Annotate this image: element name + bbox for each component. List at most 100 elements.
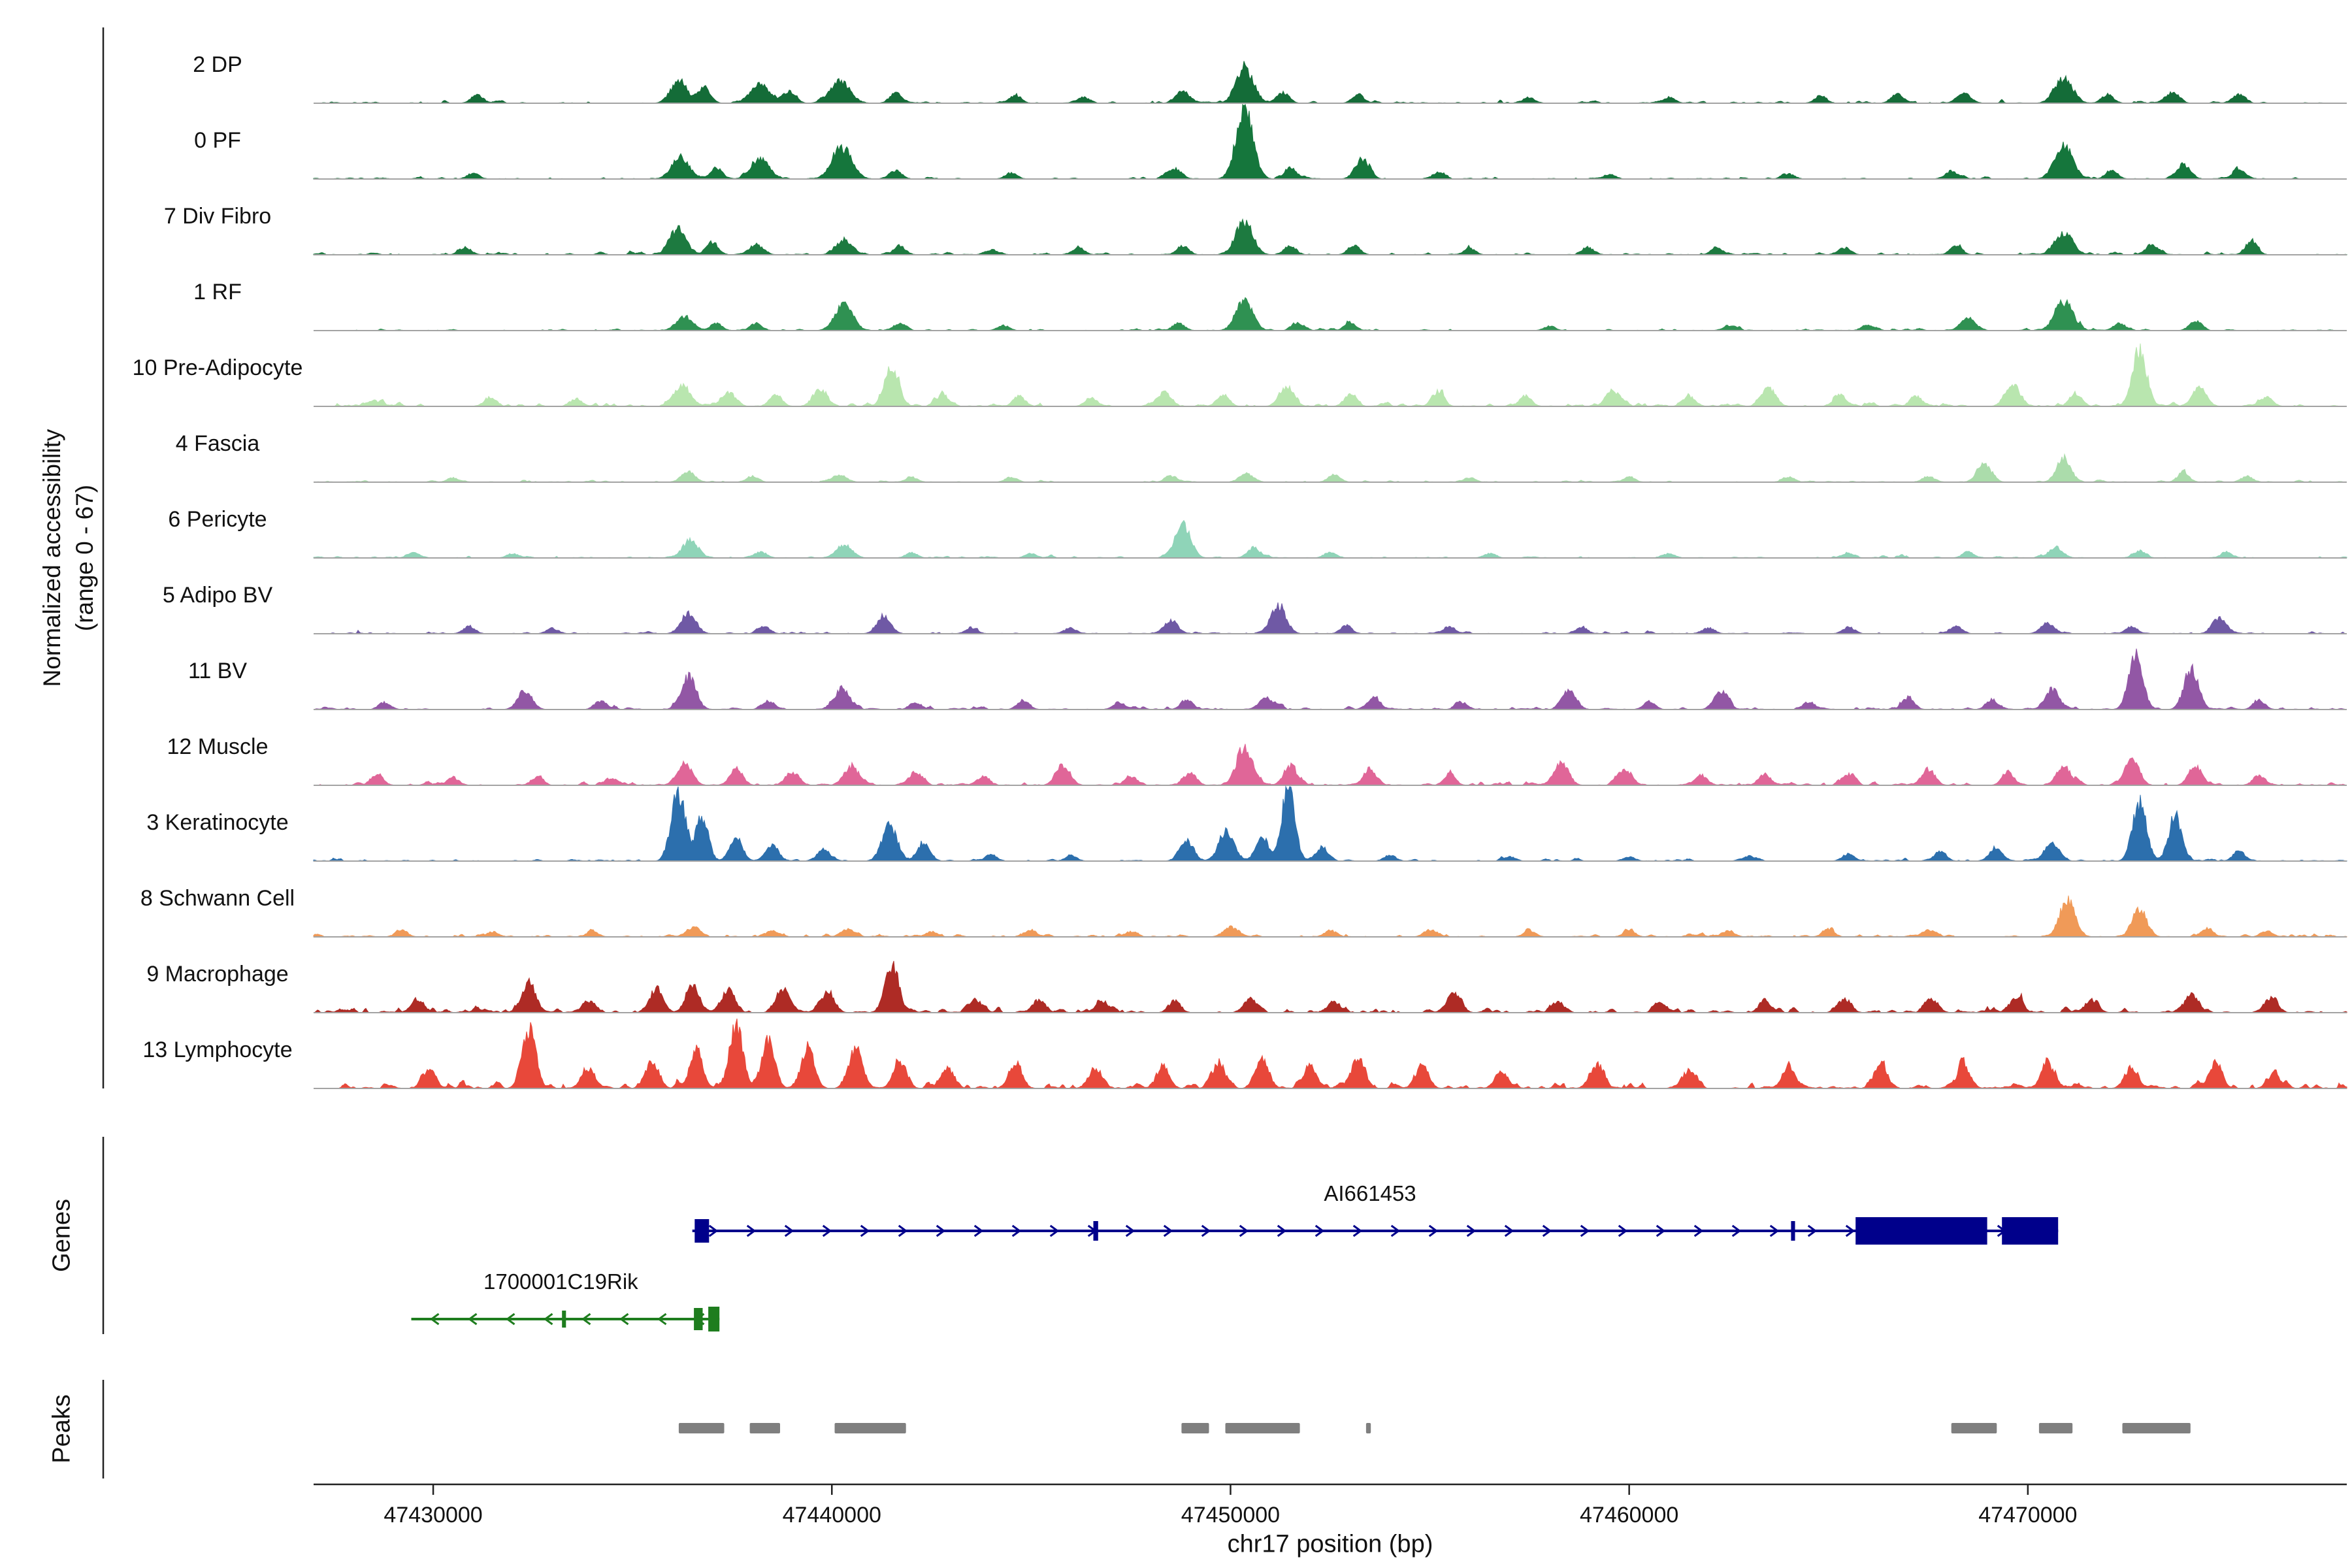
strand-arrow-icon [543, 1313, 553, 1326]
track-signal [313, 103, 2347, 180]
strand-arrow-icon [429, 1313, 440, 1326]
y-axis-label-line2: (range 0 - 67) [71, 484, 98, 632]
track-signal [313, 297, 2347, 331]
track-9-macrophage: 9 Macrophage [146, 960, 2347, 1013]
strand-arrow-icon [936, 1224, 946, 1237]
exon-block [2002, 1217, 2059, 1245]
strand-arrow-icon [467, 1313, 478, 1326]
exon-block [1855, 1217, 1987, 1245]
strand-arrow-icon [1011, 1224, 1022, 1237]
track-signal [314, 602, 2347, 634]
track-signal [313, 519, 2347, 559]
strand-arrow-icon [1352, 1224, 1363, 1237]
exon-block [694, 1219, 710, 1243]
track-label: 1 RF [193, 280, 242, 304]
strand-arrow-icon [1580, 1224, 1590, 1237]
y-axis-label: Normalized accessibility (range 0 - 67) [36, 429, 101, 687]
track-label: 9 Macrophage [146, 962, 288, 987]
track-label: 2 DP [193, 52, 242, 77]
x-axis: 47430000 47440000 47450000 47460000 47470000 [314, 1483, 2347, 1527]
strand-arrow-icon [657, 1313, 667, 1326]
peak-region [749, 1423, 780, 1433]
strand-arrow-icon [1049, 1224, 1060, 1237]
track-signal [313, 648, 2347, 710]
peak-region [834, 1423, 906, 1433]
track-3-keratinocyte: 3 Keratinocyte [146, 785, 2347, 862]
peak-region [2038, 1423, 2073, 1433]
peak-region [2122, 1423, 2191, 1433]
strand-arrow-icon [1731, 1224, 1742, 1237]
peak-region [1951, 1423, 1997, 1433]
x-tick-label: 47460000 [1580, 1503, 1678, 1527]
strand-arrow-icon [581, 1313, 591, 1326]
x-tick-label: 47450000 [1181, 1503, 1280, 1527]
exon-block [708, 1307, 720, 1331]
x-axis-title: chr17 position (bp) [1227, 1530, 1433, 1558]
strand-arrow-icon [1125, 1224, 1135, 1237]
peaks-section-label: Peaks [48, 1394, 76, 1463]
strand-arrow-icon [1163, 1224, 1173, 1237]
track-label: 11 BV [188, 659, 247, 683]
track-6-pericyte: 6 Pericyte [168, 507, 2347, 559]
strand-arrow-icon [1845, 1224, 1855, 1237]
strand-arrow-icon [1428, 1224, 1439, 1237]
gene-ai661453: AI661453 [692, 1181, 2059, 1245]
track-label: 13 Lymphocyte [142, 1037, 292, 1062]
track-label: 0 PF [194, 128, 241, 153]
strand-arrow-icon [619, 1313, 629, 1326]
strand-arrow-icon [1807, 1224, 1818, 1237]
track-12-muscle: 12 Muscle [167, 734, 2347, 786]
strand-arrow-icon [1618, 1224, 1628, 1237]
gene-label: AI661453 [1324, 1181, 1416, 1205]
strand-arrow-icon [746, 1224, 757, 1237]
track-signal [313, 785, 2347, 862]
x-tick-label: 47470000 [1978, 1503, 2077, 1527]
track-13-lymphocyte: 13 Lymphocyte [142, 1018, 2347, 1089]
strand-arrow-icon [1466, 1224, 1477, 1237]
strand-arrow-icon [898, 1224, 908, 1237]
track-10-pre-adipocyte: 10 Pre-Adipocyte [133, 343, 2347, 407]
strand-arrow-icon [784, 1224, 794, 1237]
track-8-schwann-cell: 8 Schwann Cell [140, 886, 2347, 938]
strand-arrow-icon [1390, 1224, 1401, 1237]
peak-region [1365, 1423, 1371, 1433]
strand-arrow-icon [1201, 1224, 1211, 1237]
strand-arrow-icon [1504, 1224, 1514, 1237]
gene-label: 1700001C19Rik [483, 1269, 638, 1294]
strand-arrow-icon [1277, 1224, 1287, 1237]
track-label: 7 Div Fibro [164, 204, 271, 229]
peaks-row [678, 1423, 2191, 1433]
strand-arrow-icon [860, 1224, 870, 1237]
track-label: 12 Muscle [167, 734, 269, 759]
x-tick-label: 47430000 [384, 1503, 482, 1527]
genes-section-label: Genes [48, 1199, 76, 1272]
peak-region [1225, 1423, 1300, 1433]
track-7-div-fibro: 7 Div Fibro [164, 204, 2347, 255]
strand-arrow-icon [1693, 1224, 1704, 1237]
track-signal [314, 343, 2347, 407]
strand-arrow-icon [1542, 1224, 1552, 1237]
track-signal [313, 895, 2347, 938]
exon-block [694, 1308, 703, 1330]
peak-region [678, 1423, 725, 1433]
strand-arrow-icon [822, 1224, 832, 1237]
track-label: 8 Schwann Cell [140, 886, 295, 911]
strand-arrow-icon [1769, 1224, 1780, 1237]
exon-block [1093, 1221, 1098, 1241]
track-label: 3 Keratinocyte [146, 810, 288, 835]
strand-arrow-icon [973, 1224, 984, 1237]
strand-arrow-icon [1315, 1224, 1325, 1237]
gene-1700001c19rik: 1700001C19Rik [411, 1269, 720, 1331]
track-4-fascia: 4 Fascia [176, 431, 2347, 483]
strand-arrow-icon [505, 1313, 515, 1326]
track-signal [314, 743, 2347, 786]
track-signal [313, 960, 2347, 1013]
track-signal [314, 1018, 2347, 1089]
track-0-pf: 0 PF [194, 103, 2347, 180]
y-axis-label-line1: Normalized accessibility [39, 429, 66, 687]
track-signal [313, 218, 2347, 255]
strand-arrow-icon [708, 1224, 719, 1237]
exon-block [1791, 1221, 1795, 1241]
track-label: 4 Fascia [176, 431, 260, 456]
